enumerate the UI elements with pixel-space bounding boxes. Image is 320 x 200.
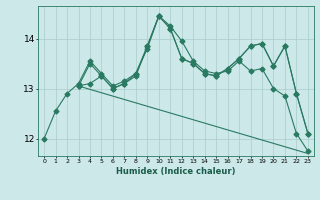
X-axis label: Humidex (Indice chaleur): Humidex (Indice chaleur) bbox=[116, 167, 236, 176]
